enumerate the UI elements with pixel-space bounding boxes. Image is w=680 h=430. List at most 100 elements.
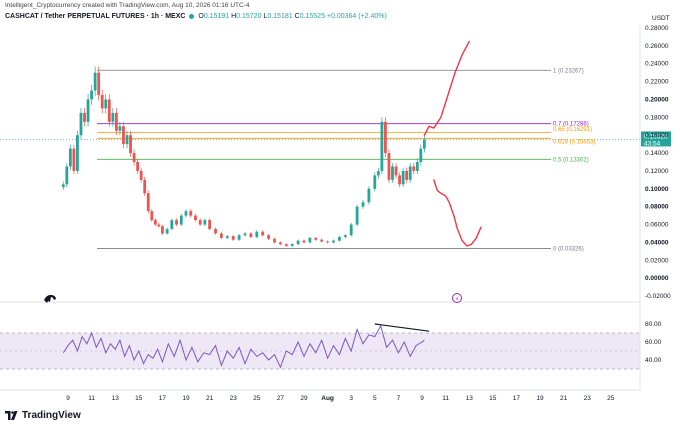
candle-body[interactable] [237,235,241,240]
candle-body[interactable] [391,166,394,180]
projection-down-curve[interactable] [433,179,482,247]
dinosaur-icon[interactable] [44,294,56,303]
candle-body[interactable] [279,242,282,245]
candle-body[interactable] [231,236,235,240]
candle-body[interactable] [361,202,365,207]
rsi-divergence-trendline[interactable] [374,323,430,332]
candle-body[interactable] [125,135,129,145]
candle-body[interactable] [401,170,405,185]
symbol-legend[interactable]: CASHCAT / Tether PERPETUAL FUTURES · 1h … [5,13,387,20]
candle-body[interactable] [83,112,86,122]
candle-body[interactable] [132,153,136,162]
candle-body[interactable] [72,148,76,171]
candle-body[interactable] [68,148,72,167]
candle-body[interactable] [189,211,193,216]
candle-body[interactable] [284,244,288,246]
rsi-pane[interactable] [0,323,640,370]
candle-body[interactable] [367,188,371,203]
price-tick-label: 0.14000 [645,150,669,157]
candle-body[interactable] [373,175,377,189]
tradingview-logo-icon [5,410,18,420]
candle-body[interactable] [165,229,169,234]
tradingview-logo[interactable]: TradingView [5,410,81,421]
low-value: 0.15181 [267,13,293,20]
candle-body[interactable] [380,121,384,171]
candle-body[interactable] [308,237,312,243]
candle-body[interactable] [170,220,174,229]
candle-body[interactable] [175,220,178,225]
candle-body[interactable] [111,112,115,122]
candle-body[interactable] [355,206,359,225]
candle-body[interactable] [296,240,300,245]
candle-body[interactable] [129,135,132,154]
candle-body[interactable] [65,166,69,185]
candle-body[interactable] [326,241,329,243]
candle-body[interactable] [320,239,324,242]
candle-body[interactable] [273,238,276,243]
rsi-line[interactable] [62,324,425,369]
candle-body[interactable] [107,99,111,122]
candle-body[interactable] [90,90,93,100]
candle-body[interactable] [146,193,150,212]
last-price-label: 0.15525 [644,133,668,140]
time-tick-label: 11 [88,395,95,402]
candle-body[interactable] [398,175,401,185]
candle-body[interactable] [100,95,104,109]
candle-body[interactable] [179,215,183,225]
candle-body[interactable] [261,231,265,236]
candle-body[interactable] [104,99,108,109]
candle-body[interactable] [225,236,229,238]
candle-body[interactable] [419,148,423,162]
candle-body[interactable] [150,211,154,221]
candle-body[interactable] [338,237,341,241]
candle-body[interactable] [86,99,90,122]
symbol-name[interactable]: CASHCAT / Tether PERPETUAL FUTURES · 1h … [5,13,186,20]
candle-body[interactable] [408,166,412,180]
candle-body[interactable] [349,224,353,236]
candle-body[interactable] [122,126,125,145]
candle-body[interactable] [415,162,419,171]
candle-body[interactable] [136,162,140,171]
candle-body[interactable] [387,153,391,180]
candle-body[interactable] [332,240,335,243]
candle-body[interactable] [194,215,197,221]
candle-body[interactable] [384,121,387,154]
price-tick-label: 0.18000 [645,114,669,121]
candle-body[interactable] [394,166,398,176]
candle-body[interactable] [412,166,416,171]
candle-body[interactable] [314,237,318,240]
candle-body[interactable] [153,220,157,225]
candle-body[interactable] [208,220,211,229]
candle-body[interactable] [143,179,147,194]
candle-body[interactable] [76,135,79,171]
candle-body[interactable] [267,235,270,239]
candle-body[interactable] [198,220,202,225]
candle-body[interactable] [343,235,347,238]
candle-body[interactable] [220,233,223,238]
candle-body[interactable] [422,139,426,149]
candle-body[interactable] [161,226,164,234]
price-pane[interactable]: 1 (0.23267) 0.7 (0.17288)0.65 (0.16291) 0.… [0,40,671,252]
candle-body[interactable] [114,112,118,131]
candle-body[interactable] [302,240,306,243]
projection-up-curve[interactable] [423,40,470,136]
candle-body[interactable] [203,220,207,225]
candle-body[interactable] [79,112,83,136]
candle-body[interactable] [405,170,409,180]
candle-body[interactable] [214,229,217,234]
candle-body[interactable] [61,184,65,188]
candle-body[interactable] [157,224,161,227]
candle-body[interactable] [118,126,122,131]
indicator-icon[interactable]: ⚡ [452,293,462,304]
candle-body[interactable] [93,72,97,91]
candle-body[interactable] [243,233,247,236]
candle-body[interactable] [184,211,188,216]
candle-body[interactable] [249,233,253,238]
candle-body[interactable] [376,170,380,176]
candle-body[interactable] [139,170,143,180]
close-value: 0.15525 [299,13,325,20]
candle-body[interactable] [290,244,294,246]
candle-body[interactable] [255,231,259,238]
candle-body[interactable] [97,72,101,95]
